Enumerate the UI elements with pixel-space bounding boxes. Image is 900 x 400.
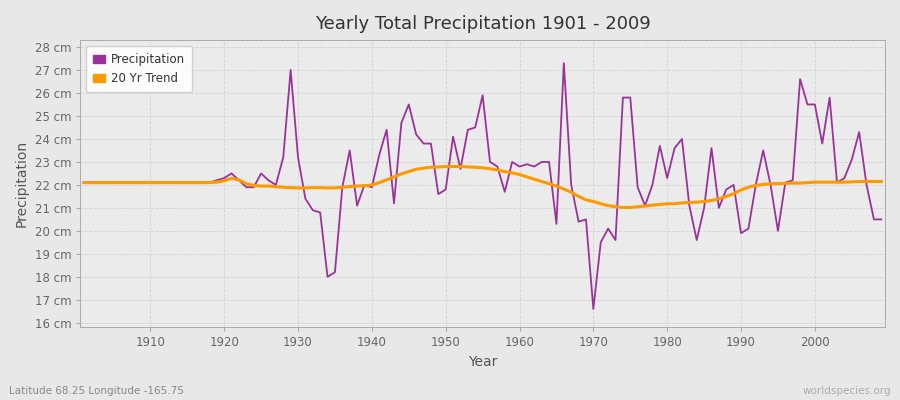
Text: worldspecies.org: worldspecies.org	[803, 386, 891, 396]
20 Yr Trend	[138, 180, 148, 185]
Line: Precipitation: Precipitation	[84, 63, 881, 309]
20 Yr Trend	[876, 179, 886, 184]
Precipitation	[588, 307, 598, 312]
Y-axis label: Precipitation: Precipitation	[15, 140, 29, 227]
20 Yr Trend	[610, 204, 621, 209]
Precipitation	[345, 148, 356, 153]
20 Yr Trend	[617, 205, 628, 210]
Precipitation	[138, 180, 148, 185]
Text: Latitude 68.25 Longitude -165.75: Latitude 68.25 Longitude -165.75	[9, 386, 184, 396]
Precipitation	[300, 196, 310, 201]
Precipitation	[617, 95, 628, 100]
20 Yr Trend	[440, 164, 451, 169]
20 Yr Trend	[300, 186, 310, 190]
20 Yr Trend	[521, 174, 532, 179]
Precipitation	[78, 180, 89, 185]
Precipitation	[514, 164, 525, 169]
Line: 20 Yr Trend: 20 Yr Trend	[84, 166, 881, 208]
20 Yr Trend	[514, 172, 525, 177]
20 Yr Trend	[345, 184, 356, 189]
Precipitation	[507, 160, 517, 164]
20 Yr Trend	[78, 180, 89, 185]
X-axis label: Year: Year	[468, 355, 498, 369]
Precipitation	[876, 217, 886, 222]
Legend: Precipitation, 20 Yr Trend: Precipitation, 20 Yr Trend	[86, 46, 192, 92]
Title: Yearly Total Precipitation 1901 - 2009: Yearly Total Precipitation 1901 - 2009	[315, 15, 651, 33]
Precipitation	[558, 61, 569, 66]
